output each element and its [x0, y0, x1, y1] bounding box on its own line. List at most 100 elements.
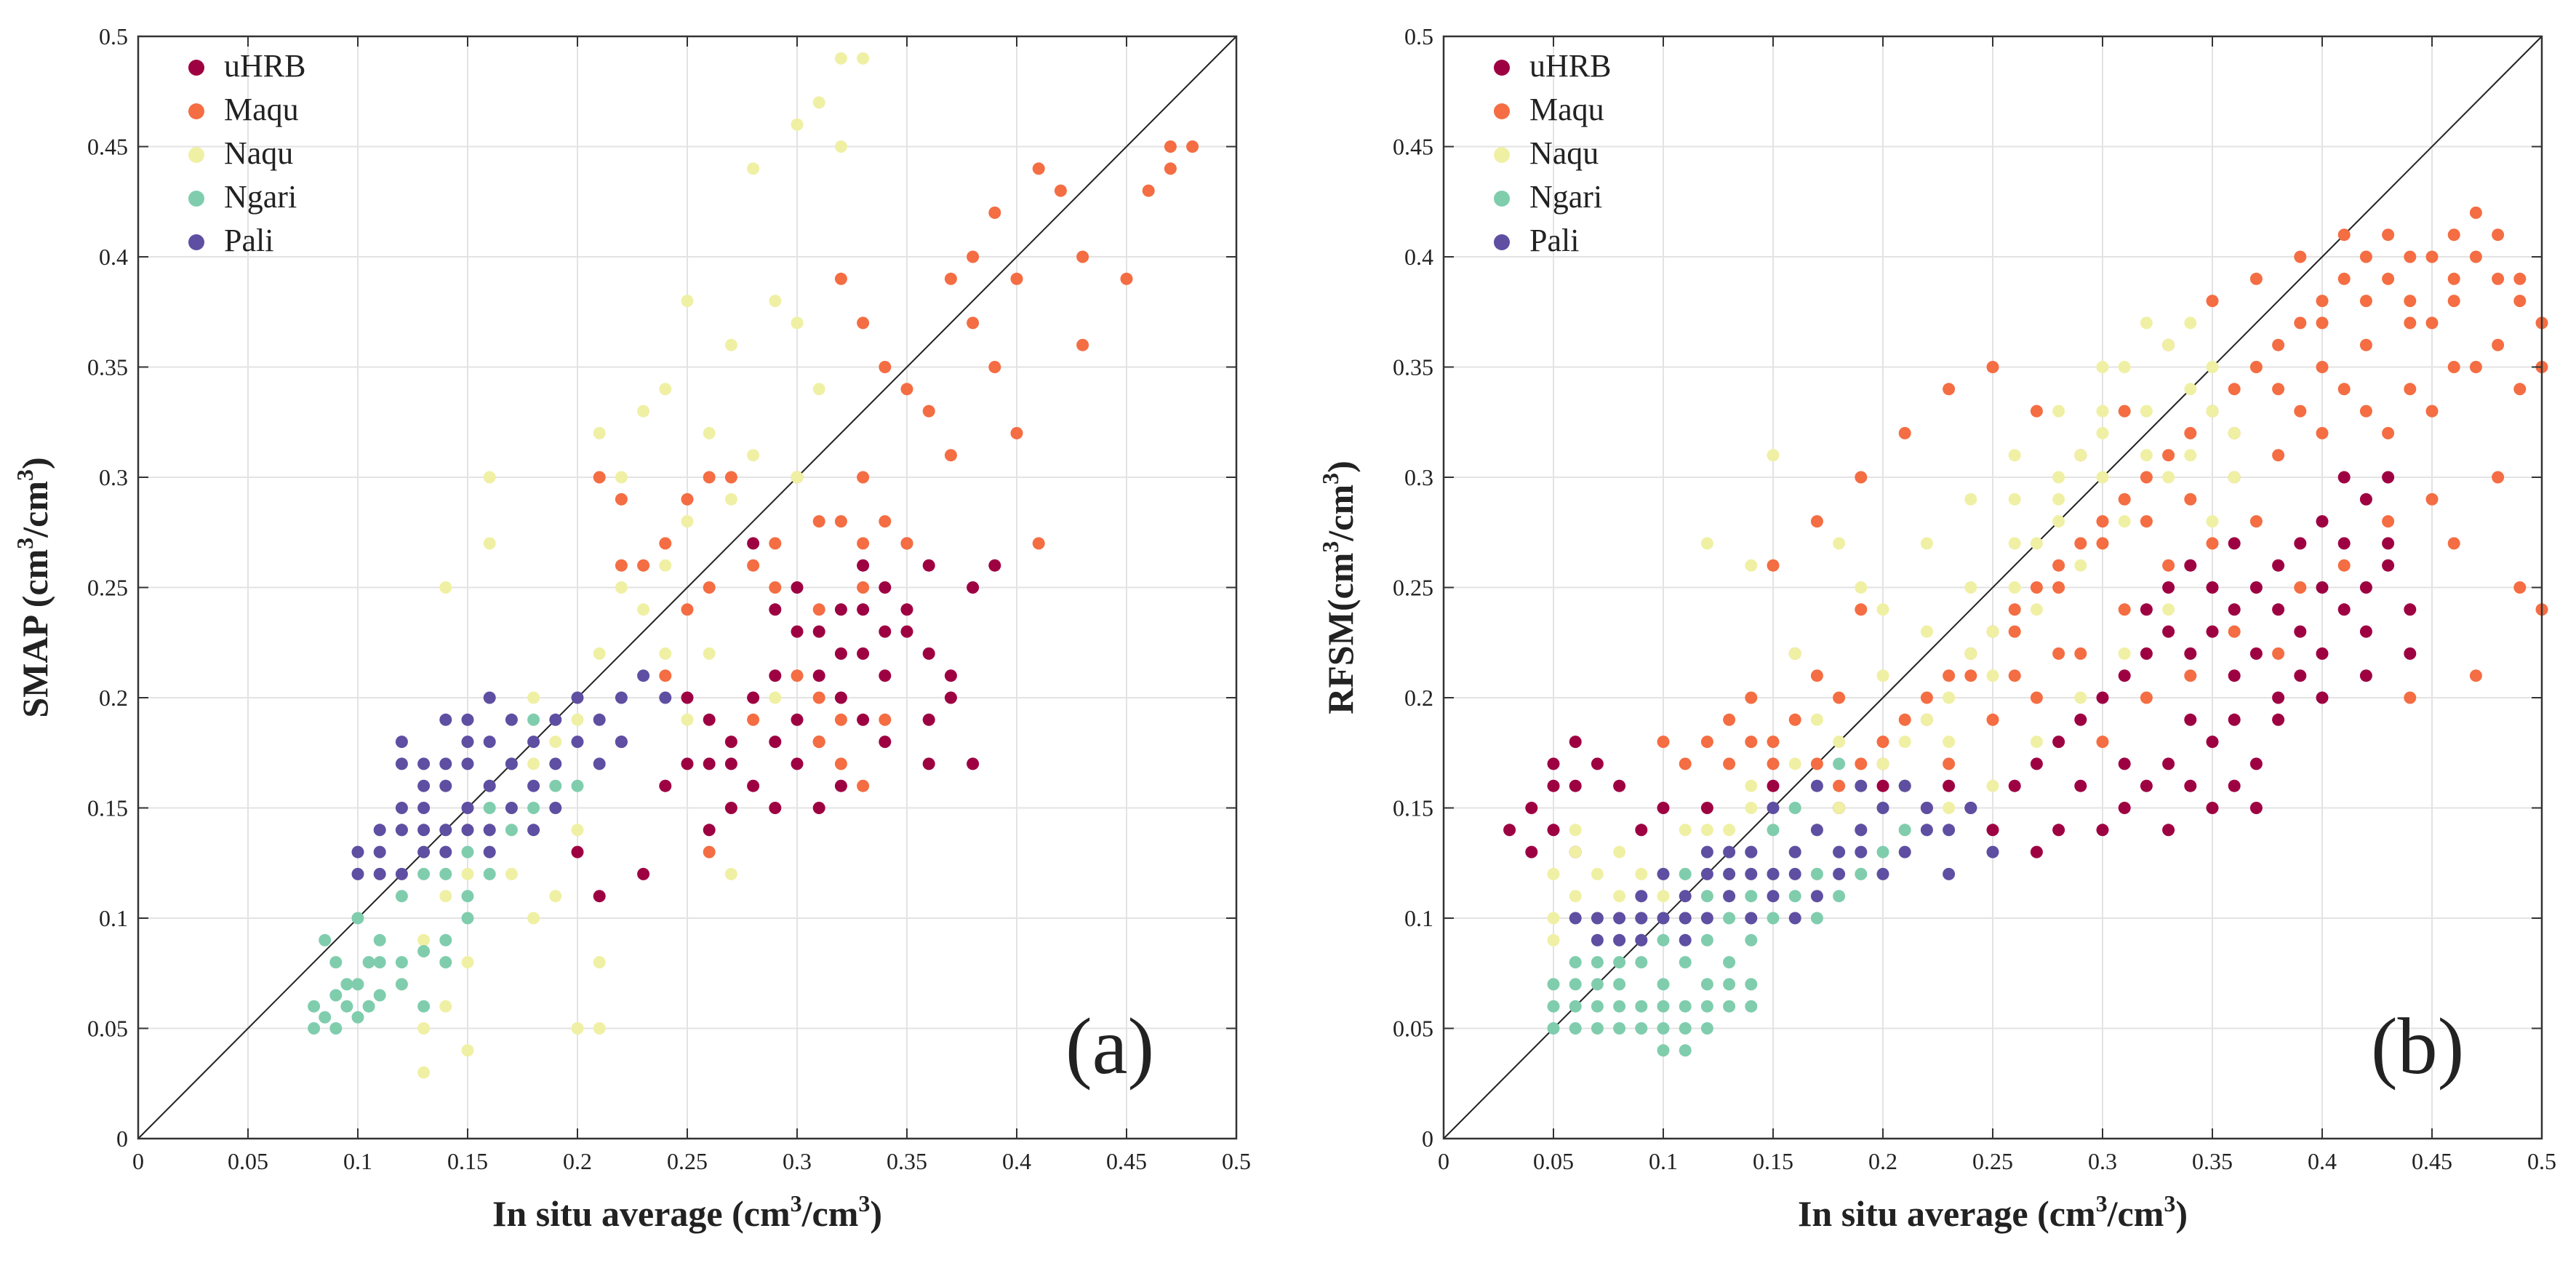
data-point: [791, 581, 804, 594]
y-tick-label: 0.25: [1393, 575, 1433, 601]
data-point: [834, 713, 847, 726]
data-point: [1591, 1000, 1604, 1013]
data-point: [417, 1000, 431, 1013]
data-point: [439, 890, 452, 903]
data-point: [2184, 669, 2197, 682]
data-point: [395, 736, 408, 749]
y-tick-label: 0.45: [87, 134, 128, 160]
data-point: [2359, 581, 2372, 594]
data-point: [1723, 867, 1736, 880]
data-point: [944, 449, 957, 462]
panel-label: (b): [2371, 1002, 2464, 1091]
data-point: [1613, 890, 1626, 903]
data-point: [417, 824, 431, 837]
data-point: [857, 471, 870, 484]
data-point: [1788, 802, 1801, 814]
data-point: [593, 471, 606, 484]
data-point: [351, 912, 364, 925]
data-point: [2447, 361, 2460, 373]
data-point: [2228, 471, 2241, 484]
data-point: [1964, 647, 1977, 660]
data-point: [2206, 295, 2219, 308]
data-point: [461, 912, 474, 925]
data-point: [2272, 713, 2285, 726]
data-point: [2118, 515, 2131, 528]
data-point: [812, 691, 825, 704]
data-point: [2228, 779, 2241, 792]
data-point: [483, 824, 496, 837]
data-point: [2513, 272, 2527, 285]
data-point: [2492, 272, 2505, 285]
y-tick-label: 0.3: [1404, 464, 1433, 490]
data-point: [857, 537, 870, 550]
legend-label: Maqu: [1529, 92, 1604, 127]
data-point: [2206, 581, 2219, 594]
axis-label-superscript: 3: [12, 469, 38, 481]
data-point: [308, 1022, 321, 1035]
data-point: [461, 824, 474, 837]
chart-panel-b: 0 0.05 0.1 0.15 0.2 0.25 0.3 0.35 0.4 0.45 0.5 0 0.0…: [1317, 23, 2556, 1234]
data-point: [1964, 802, 1977, 814]
data-point: [703, 713, 716, 726]
data-point: [1700, 537, 1713, 550]
data-point: [1569, 912, 1582, 925]
data-point: [1920, 625, 1933, 638]
data-point: [593, 956, 606, 969]
data-point: [615, 559, 628, 572]
data-point: [2052, 405, 2065, 418]
data-point: [1855, 779, 1868, 792]
data-point: [1833, 736, 1846, 749]
data-point: [703, 471, 716, 484]
data-point: [2030, 691, 2043, 704]
data-point: [461, 713, 474, 726]
data-point: [703, 647, 716, 660]
data-point: [2162, 449, 2175, 462]
data-point: [1810, 713, 1823, 726]
data-point: [1943, 691, 1956, 704]
data-point: [2316, 361, 2329, 373]
data-point: [373, 956, 386, 969]
data-point: [703, 824, 716, 837]
data-point: [2294, 625, 2307, 638]
data-point: [362, 956, 375, 969]
data-point: [967, 316, 980, 330]
data-point: [329, 989, 343, 1002]
data-point: [1943, 802, 1956, 814]
data-point: [1986, 625, 1999, 638]
y-tick-label: 0.35: [87, 354, 128, 381]
y-tick-label: 0.3: [99, 464, 128, 490]
data-point: [395, 802, 408, 814]
data-point: [1810, 890, 1823, 903]
data-point: [1876, 779, 1889, 792]
data-point: [1679, 912, 1692, 925]
data-point: [417, 1022, 431, 1035]
data-point: [1943, 824, 1956, 837]
data-point: [879, 361, 892, 373]
data-point: [2469, 669, 2482, 682]
data-point: [483, 537, 496, 550]
data-point: [1767, 802, 1780, 814]
data-point: [1943, 779, 1956, 792]
data-point: [1569, 956, 1582, 969]
data-point: [1657, 1022, 1670, 1035]
data-point: [571, 824, 584, 837]
data-point: [329, 956, 343, 969]
y-axis-title: SMAP (cm3/cm3): [12, 457, 55, 717]
series-ngari: [308, 713, 584, 1035]
data-point: [527, 691, 540, 704]
data-point: [1745, 912, 1758, 925]
data-point: [615, 581, 628, 594]
data-point: [2492, 338, 2505, 351]
data-point: [1943, 757, 1956, 770]
data-point: [2118, 603, 2131, 616]
data-point: [2359, 625, 2372, 638]
data-point: [922, 757, 935, 770]
data-point: [1920, 691, 1933, 704]
data-point: [593, 713, 606, 726]
data-point: [1700, 890, 1713, 903]
data-point: [1700, 978, 1713, 991]
data-point: [395, 956, 408, 969]
data-point: [2140, 316, 2153, 330]
data-point: [1788, 890, 1801, 903]
data-point: [319, 1011, 332, 1024]
